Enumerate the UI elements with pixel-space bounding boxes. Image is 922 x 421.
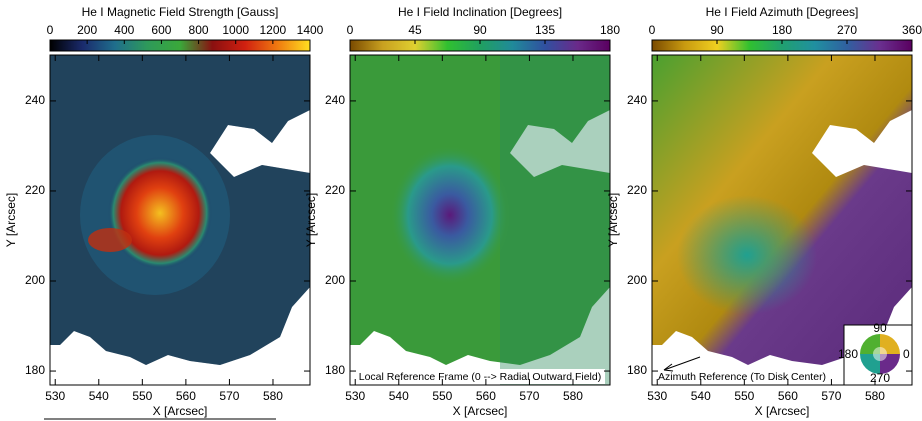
x-tick-label: 580	[865, 389, 885, 403]
x-tick-label: 550	[432, 389, 452, 403]
panel-title: He I Field Azimuth [Degrees]	[706, 5, 859, 19]
y-tick-label: 220	[325, 183, 345, 197]
x-tick-label: 570	[821, 389, 841, 403]
map-image	[350, 55, 610, 385]
wheel-label: 270	[870, 371, 890, 385]
colorbar-tick-label: 1400	[297, 23, 324, 37]
x-tick-label: 530	[345, 389, 365, 403]
panel-title: He I Magnetic Field Strength [Gauss]	[82, 5, 279, 19]
colorbar-tick-label: 180	[600, 23, 620, 37]
x-axis-label: X [Arcsec]	[755, 404, 810, 418]
y-tick-label: 200	[325, 273, 345, 287]
colorbar-tick-label: 600	[151, 23, 171, 37]
colorbar-tick-label: 135	[535, 23, 555, 37]
colorbar-tick-label: 1200	[260, 23, 287, 37]
x-tick-label: 580	[563, 389, 583, 403]
y-axis-label: Y [Arcsec]	[304, 193, 318, 247]
map-image	[652, 55, 912, 365]
wheel-label: 180	[838, 347, 858, 361]
colorbar-tick-label: 800	[189, 23, 209, 37]
colorbar-tick-label: 0	[47, 23, 54, 37]
colorbar-tick-label: 270	[837, 23, 857, 37]
y-axis-label: Y [Arcsec]	[4, 193, 18, 247]
x-tick-label: 580	[263, 389, 283, 403]
reference-arrow	[663, 356, 701, 371]
x-tick-label: 570	[519, 389, 539, 403]
x-tick-label: 560	[778, 389, 798, 403]
x-tick-label: 540	[89, 389, 109, 403]
colorbar-tick-label: 0	[649, 23, 656, 37]
y-tick-label: 180	[325, 363, 345, 377]
annotation-box	[355, 369, 605, 384]
colorbar-tick-label: 200	[77, 23, 97, 37]
x-tick-label: 550	[132, 389, 152, 403]
wheel-label: 90	[873, 321, 887, 335]
x-tick-label: 530	[647, 389, 667, 403]
panel-title: He I Field Inclination [Degrees]	[398, 5, 562, 19]
x-tick-label: 560	[476, 389, 496, 403]
y-axis-label: Y [Arcsec]	[606, 193, 620, 247]
x-tick-label: 540	[389, 389, 409, 403]
y-tick-label: 240	[25, 93, 45, 107]
x-axis-label: X [Arcsec]	[453, 404, 508, 418]
colorbar-tick-label: 180	[772, 23, 792, 37]
map-image	[50, 55, 310, 365]
y-tick-label: 240	[325, 93, 345, 107]
y-tick-label: 220	[25, 183, 45, 197]
colorbar-tick-label: 0	[347, 23, 354, 37]
plot-frame	[349, 54, 611, 386]
colorbar-tick-label: 360	[902, 23, 922, 37]
colorbar-tick-label: 45	[408, 23, 422, 37]
x-tick-label: 530	[45, 389, 65, 403]
plot-frame	[49, 54, 311, 386]
annotation: Local Reference Frame (0 --> Radial Outw…	[359, 371, 601, 383]
y-tick-label: 240	[627, 93, 647, 107]
y-tick-label: 200	[25, 273, 45, 287]
x-tick-label: 570	[219, 389, 239, 403]
azimuth-wheel	[860, 334, 900, 374]
wheel-label: 0	[903, 347, 910, 361]
x-axis-label: X [Arcsec]	[153, 404, 208, 418]
y-tick-label: 200	[627, 273, 647, 287]
y-tick-label: 180	[25, 363, 45, 377]
plot-frame	[651, 54, 913, 386]
colorbar-tick-label: 400	[114, 23, 134, 37]
x-tick-label: 540	[691, 389, 711, 403]
colorbar-tick-label: 90	[710, 23, 724, 37]
colorbar-tick-label: 90	[473, 23, 487, 37]
reference-arrow-head	[663, 363, 674, 372]
x-tick-label: 550	[734, 389, 754, 403]
x-tick-label: 560	[176, 389, 196, 403]
colorbar-tick-label: 1000	[222, 23, 249, 37]
colorbar	[49, 39, 311, 52]
y-tick-label: 220	[627, 183, 647, 197]
annotation: Azimuth Reference (To Disk Center)	[658, 371, 826, 383]
y-tick-label: 180	[627, 363, 647, 377]
